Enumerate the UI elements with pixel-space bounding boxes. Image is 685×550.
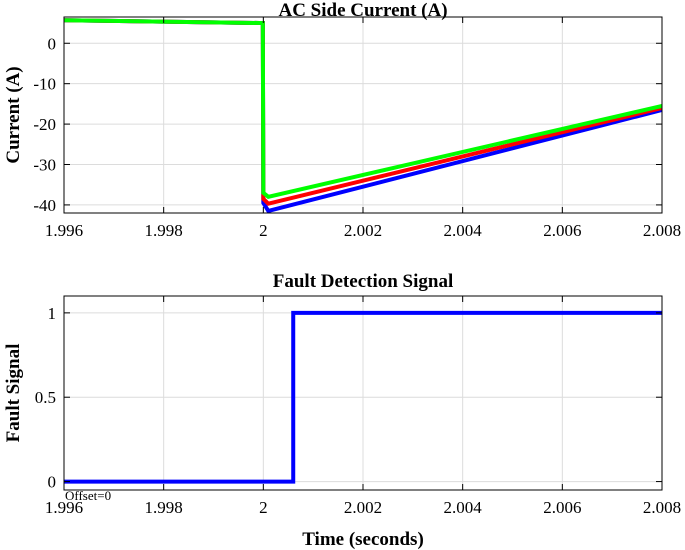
current-ticks: 1.996 1.998 2 2.002 2.004 2.006 2.008 0 -10 -20 -3… (33, 17, 681, 240)
current-ytick-label-1: -10 (33, 75, 56, 94)
fault-xtick-label-3: 2.002 (344, 498, 382, 517)
current-xtick-label-5: 2.006 (543, 221, 581, 240)
current-xtick-label-4: 2.004 (444, 221, 483, 240)
fault-xtick-label-6: 2.008 (643, 498, 681, 517)
current-ytick-label-2: -20 (33, 115, 56, 134)
current-series-line-2 (63, 18, 663, 200)
current-xtick-label-1: 1.998 (145, 221, 183, 240)
current-xtick-label-2: 2 (259, 221, 268, 240)
offset-annotation: Offset=0 (65, 488, 111, 503)
fault-y-axis-label: Fault Signal (3, 344, 24, 443)
fault-ytick-label-1: 0.5 (35, 388, 56, 407)
fault-xtick-label-4: 2.004 (444, 498, 483, 517)
current-ytick-label-0: 0 (48, 34, 57, 53)
fault-series-layer (64, 310, 662, 484)
fault-xtick-label-5: 2.006 (543, 498, 581, 517)
current-axes: 1.996 1.998 2 2.002 2.004 2.006 2.008 0 -10 -20 -3… (3, 0, 681, 240)
fault-xtick-label-1: 1.998 (145, 498, 183, 517)
fault-ytick-label-2: 1 (48, 304, 57, 323)
fault-xtick-label-2: 2 (259, 498, 268, 517)
current-ytick-label-4: -40 (33, 196, 56, 215)
current-xtick-label-3: 2.002 (344, 221, 382, 240)
fault-ticks: 1.996 1.998 2 2.002 2.004 2.006 2.008 0 0.5 1 (35, 296, 681, 517)
fault-chart-title: Fault Detection Signal (273, 271, 454, 292)
fault-x-axis-label: Time (seconds) (302, 529, 424, 550)
fault-series-line-0 (64, 310, 662, 484)
current-series-layer (63, 18, 663, 214)
current-chart-title: AC Side Current (A) (278, 0, 447, 21)
fault-ytick-label-0: 0 (48, 473, 57, 492)
current-xtick-label-6: 2.008 (643, 221, 681, 240)
current-y-axis-label: Current (A) (3, 66, 24, 163)
fault-axes: 1.996 1.998 2 2.002 2.004 2.006 2.008 0 0.5 1 Fau… (3, 271, 681, 550)
current-xtick-label-0: 1.996 (45, 221, 83, 240)
fault-xtick-label-0: 1.996 (45, 498, 83, 517)
current-ytick-label-3: -30 (33, 156, 56, 175)
